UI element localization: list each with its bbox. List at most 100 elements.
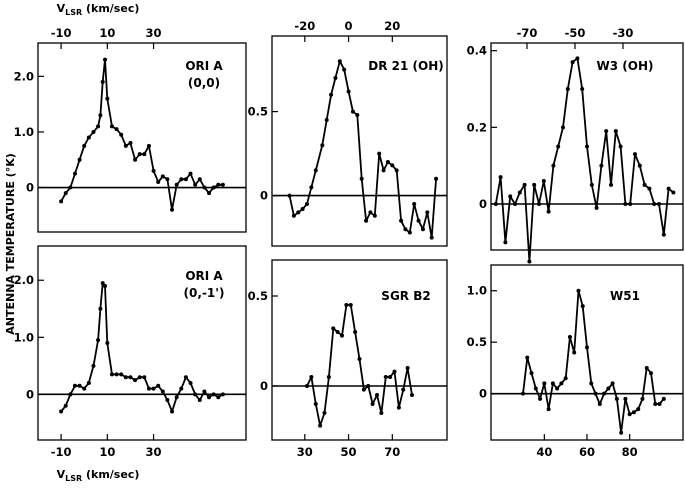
data-point <box>609 182 613 187</box>
y-tick-label: 0.2 <box>467 120 487 134</box>
data-point <box>593 391 598 396</box>
data-point <box>546 209 551 214</box>
data-point <box>211 185 216 190</box>
panel-frame <box>271 35 448 247</box>
data-point <box>585 144 589 149</box>
data-point <box>585 345 589 350</box>
spectrum-line <box>60 282 224 413</box>
data-point <box>220 182 225 187</box>
x-tick-label: -10 <box>51 26 72 40</box>
data-point <box>614 396 619 401</box>
data-point <box>613 129 618 134</box>
x-tick-label: 30 <box>146 445 162 459</box>
data-point <box>618 144 623 149</box>
data-point <box>342 67 347 72</box>
data-point <box>575 56 580 61</box>
y-tick-label: 2.0 <box>14 273 34 287</box>
data-point <box>532 182 537 187</box>
data-point <box>119 372 124 377</box>
data-point <box>623 202 628 206</box>
data-point <box>580 87 585 91</box>
data-point <box>385 160 390 164</box>
panel-title: SGR B2 <box>381 289 430 303</box>
data-point <box>640 396 645 401</box>
data-point <box>216 182 221 187</box>
data-point <box>368 210 373 215</box>
y-tick-label: 1.0 <box>467 284 487 298</box>
data-point <box>636 407 641 412</box>
data-point <box>375 393 379 397</box>
data-point <box>570 60 575 65</box>
data-point <box>563 376 568 381</box>
data-point <box>628 202 633 206</box>
y-tick-label: 0 <box>479 387 487 401</box>
data-point <box>335 330 340 334</box>
data-point <box>359 176 364 181</box>
data-point <box>623 396 628 401</box>
data-point <box>165 177 170 182</box>
data-point <box>372 213 377 218</box>
data-point <box>142 152 147 157</box>
data-point <box>533 386 538 391</box>
data-point <box>599 163 604 168</box>
data-point <box>633 152 637 157</box>
data-point <box>604 129 609 134</box>
data-point <box>597 401 602 406</box>
data-point <box>220 392 225 397</box>
data-point <box>119 132 124 137</box>
data-point <box>403 227 408 232</box>
data-point <box>160 174 165 179</box>
data-point <box>105 341 110 345</box>
data-point <box>420 227 425 232</box>
data-point <box>193 182 198 187</box>
data-point <box>537 202 541 206</box>
data-point <box>291 213 296 218</box>
data-point <box>412 202 417 206</box>
data-point <box>207 191 212 196</box>
y-tick-label: 0.5 <box>248 289 268 303</box>
data-point <box>657 202 661 206</box>
panel-frame <box>37 245 247 441</box>
data-point <box>309 185 314 190</box>
data-point <box>170 207 175 212</box>
panel-ori-a-0-0: 0 1.0 2.0 -10 10 30 ORI A (0,0) <box>14 26 247 233</box>
data-point <box>355 112 360 117</box>
data-point <box>333 76 338 80</box>
data-point <box>326 375 331 379</box>
data-point <box>188 171 193 176</box>
y-tick-label: 1.0 <box>14 330 34 344</box>
x-tick-label: 50 <box>341 445 357 459</box>
data-point <box>133 157 138 162</box>
data-point <box>305 202 309 206</box>
data-point <box>390 163 395 168</box>
data-point <box>63 191 68 196</box>
data-point <box>109 372 114 377</box>
data-point <box>211 392 216 397</box>
spectrum-line <box>522 289 665 434</box>
data-point <box>151 168 156 173</box>
data-point <box>128 375 133 380</box>
data-point <box>100 79 105 84</box>
data-point <box>103 57 108 62</box>
data-point <box>576 288 581 293</box>
data-point <box>567 335 572 340</box>
data-point <box>627 412 632 417</box>
data-point <box>572 350 577 355</box>
data-point <box>366 384 371 388</box>
panel-ori-a-0-1: 0 1.0 2.0 -10 10 30 ORI A (0,-1') <box>14 245 247 459</box>
data-point <box>602 391 607 396</box>
data-point <box>103 283 108 288</box>
data-point <box>527 259 532 264</box>
bottom-axis-label: VLSR (km/sec) <box>57 468 140 483</box>
data-point <box>183 177 188 182</box>
data-point <box>392 369 397 374</box>
x-tick-label: -70 <box>517 26 538 40</box>
data-point <box>170 409 175 414</box>
data-point <box>383 375 388 379</box>
x-tick-label: 40 <box>536 445 552 459</box>
data-point <box>550 381 555 386</box>
data-point <box>503 240 508 245</box>
x-tick-label: 30 <box>146 26 162 40</box>
data-point <box>123 143 128 148</box>
